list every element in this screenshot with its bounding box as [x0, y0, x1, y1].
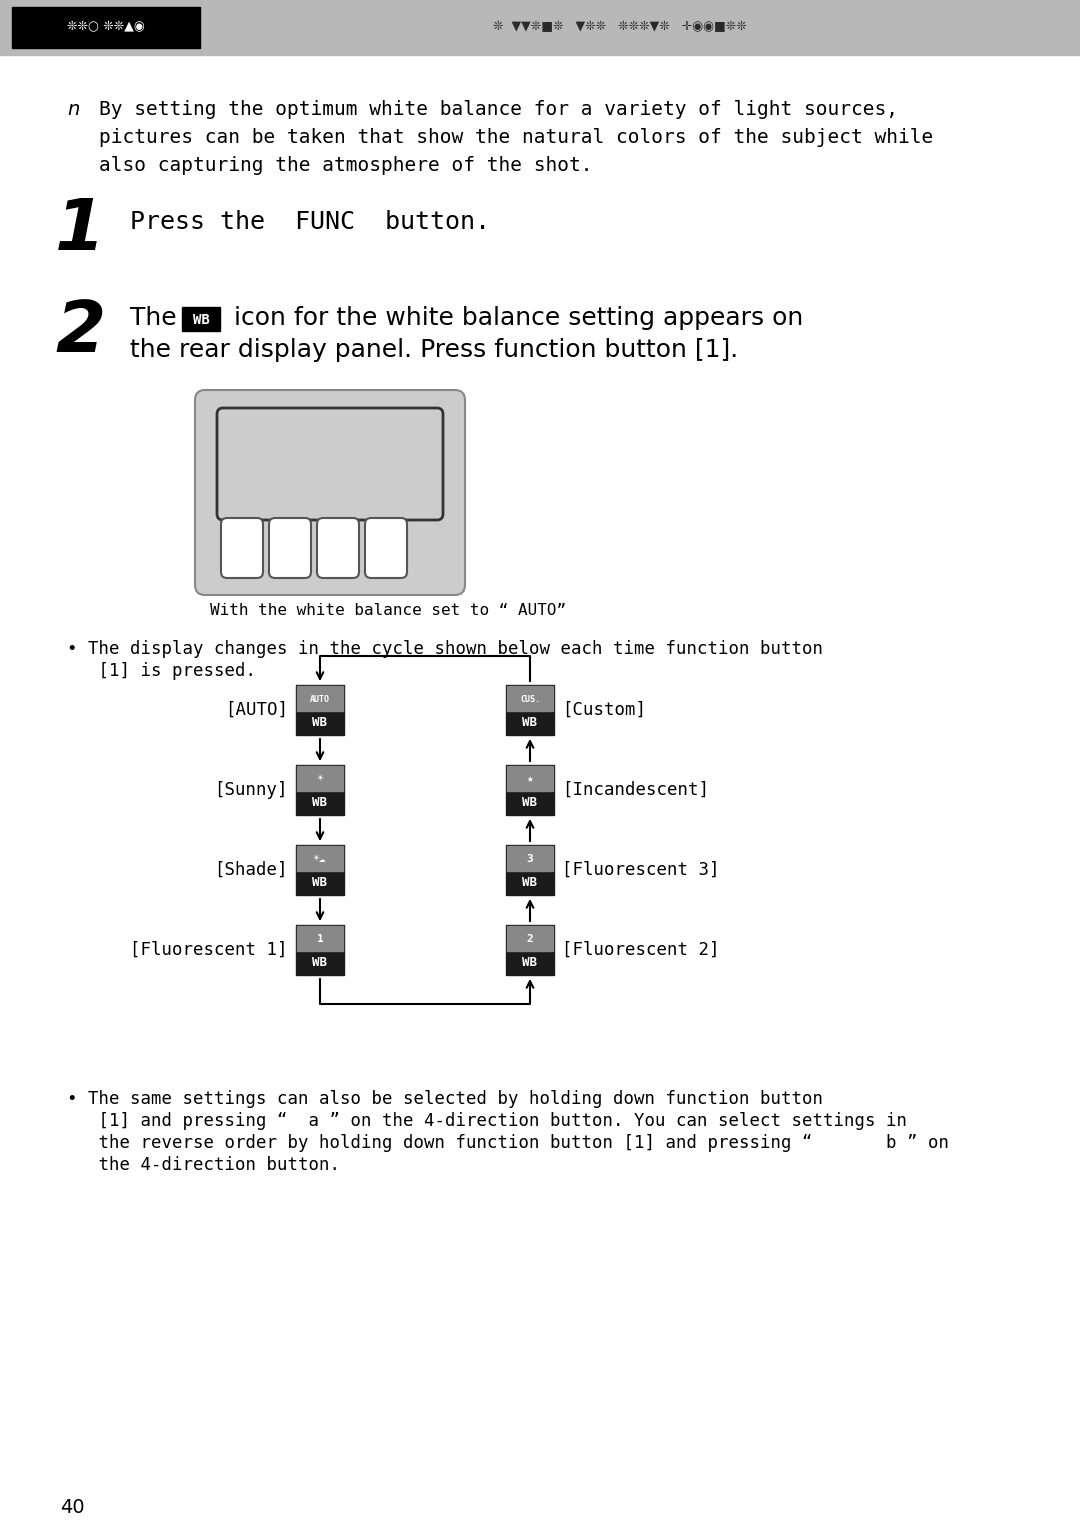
Text: WB: WB: [312, 957, 327, 969]
Bar: [296, 685, 345, 736]
Text: The: The: [130, 306, 185, 330]
Bar: [297, 926, 343, 951]
Text: With the white balance set to “ AUTO”: With the white balance set to “ AUTO”: [210, 604, 566, 617]
Text: [Sunny]: [Sunny]: [215, 780, 288, 799]
Text: AUTO: AUTO: [310, 694, 330, 703]
Text: ☀☁: ☀☁: [313, 854, 327, 863]
Text: the reverse order by holding down function button [1] and pressing “       b ” o: the reverse order by holding down functi…: [67, 1134, 949, 1152]
Bar: [0, 0, 1080, 55]
Bar: [297, 687, 343, 711]
Text: WB: WB: [312, 716, 327, 730]
Text: ★: ★: [527, 774, 534, 783]
Text: also capturing the atmosphere of the shot.: also capturing the atmosphere of the sho…: [99, 157, 593, 175]
Text: WB: WB: [523, 797, 538, 809]
Text: the rear display panel. Press function button [1].: the rear display panel. Press function b…: [130, 338, 739, 362]
Text: ☀: ☀: [316, 774, 323, 783]
Bar: [296, 845, 345, 895]
Bar: [297, 766, 343, 791]
FancyBboxPatch shape: [365, 518, 407, 578]
Text: 2: 2: [55, 298, 105, 367]
Text: 40: 40: [60, 1498, 84, 1518]
Text: [1] and pressing “  a ” on the 4-direction button. You can select settings in: [1] and pressing “ a ” on the 4-directio…: [67, 1112, 907, 1130]
Text: • The same settings can also be selected by holding down function button: • The same settings can also be selected…: [67, 1091, 823, 1107]
Text: pictures can be taken that show the natural colors of the subject while: pictures can be taken that show the natu…: [99, 127, 933, 147]
Text: WB: WB: [192, 313, 210, 327]
Bar: [507, 926, 553, 951]
FancyBboxPatch shape: [217, 409, 443, 521]
Text: icon for the white balance setting appears on: icon for the white balance setting appea…: [226, 306, 804, 330]
Text: WB: WB: [523, 716, 538, 730]
Text: Press the  FUNC  button.: Press the FUNC button.: [130, 210, 490, 233]
Bar: [296, 765, 345, 816]
Bar: [507, 765, 554, 816]
Text: WB: WB: [312, 877, 327, 889]
Text: WB: WB: [523, 957, 538, 969]
Bar: [183, 307, 220, 330]
Text: 1: 1: [316, 934, 323, 945]
Text: • The display changes in the cycle shown below each time function button: • The display changes in the cycle shown…: [67, 641, 823, 657]
FancyBboxPatch shape: [221, 518, 264, 578]
Bar: [507, 846, 553, 871]
Text: 2: 2: [527, 934, 534, 945]
Bar: [507, 687, 553, 711]
Bar: [12, 8, 200, 48]
Text: n: n: [67, 100, 79, 118]
Text: [Incandescent]: [Incandescent]: [562, 780, 708, 799]
Text: ❊❊○ ❊❊▲◉: ❊❊○ ❊❊▲◉: [67, 20, 145, 34]
Text: CUS.: CUS.: [519, 694, 540, 703]
Text: [Custom]: [Custom]: [562, 700, 646, 719]
Text: [Shade]: [Shade]: [215, 862, 288, 879]
Text: 3: 3: [527, 854, 534, 863]
Text: 1: 1: [55, 197, 105, 266]
Text: ❊  ▼▼❊■❊   ▼❊❊   ❊❊❊▼❊   ✛◉◉■❊❊: ❊ ▼▼❊■❊ ▼❊❊ ❊❊❊▼❊ ✛◉◉■❊❊: [494, 20, 747, 34]
Text: [AUTO]: [AUTO]: [225, 700, 288, 719]
Text: [Fluorescent 2]: [Fluorescent 2]: [562, 942, 719, 958]
Text: [Fluorescent 3]: [Fluorescent 3]: [562, 862, 719, 879]
FancyBboxPatch shape: [318, 518, 359, 578]
Bar: [507, 845, 554, 895]
Bar: [297, 846, 343, 871]
Bar: [507, 685, 554, 736]
Text: By setting the optimum white balance for a variety of light sources,: By setting the optimum white balance for…: [99, 100, 897, 118]
FancyBboxPatch shape: [269, 518, 311, 578]
FancyBboxPatch shape: [195, 390, 465, 594]
Text: WB: WB: [523, 877, 538, 889]
Text: the 4-direction button.: the 4-direction button.: [67, 1157, 340, 1174]
Text: [Fluorescent 1]: [Fluorescent 1]: [131, 942, 288, 958]
Bar: [296, 925, 345, 975]
Bar: [507, 766, 553, 791]
Bar: [507, 925, 554, 975]
Text: [1] is pressed.: [1] is pressed.: [67, 662, 256, 680]
Text: WB: WB: [312, 797, 327, 809]
